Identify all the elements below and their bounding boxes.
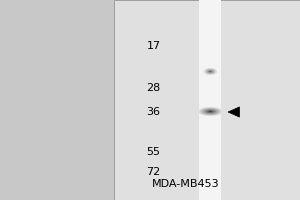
Polygon shape [228, 107, 239, 117]
Text: 36: 36 [146, 107, 161, 117]
Text: 17: 17 [146, 41, 161, 51]
Text: MDA-MB453: MDA-MB453 [152, 179, 220, 189]
Text: 55: 55 [146, 147, 161, 157]
Text: 28: 28 [146, 83, 161, 93]
FancyBboxPatch shape [200, 0, 220, 200]
FancyBboxPatch shape [114, 0, 300, 200]
Text: 72: 72 [146, 167, 161, 177]
